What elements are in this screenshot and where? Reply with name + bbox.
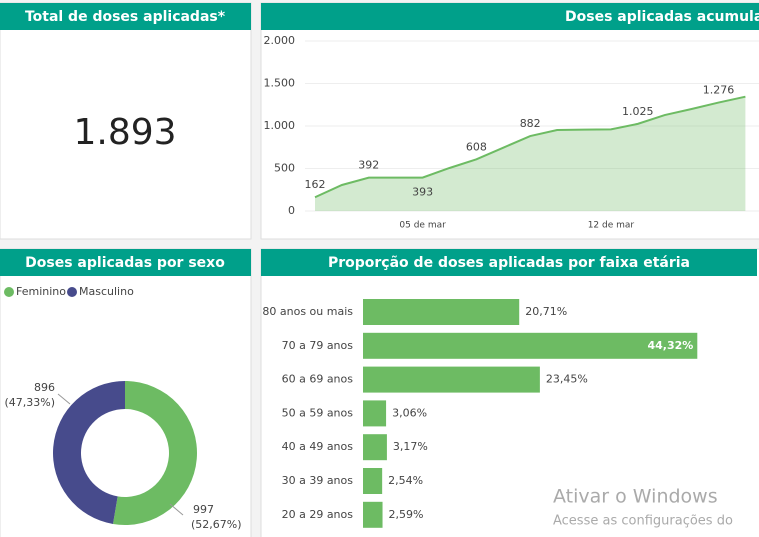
- y-category-label: 80 anos ou mais: [262, 305, 353, 318]
- y-category-label: 40 a 49 anos: [282, 440, 354, 453]
- value-label: 896: [34, 381, 55, 394]
- y-tick-label: 500: [274, 162, 295, 175]
- y-category-label: 30 a 39 anos: [282, 474, 354, 487]
- data-label: 23,45%: [546, 373, 588, 386]
- bar: [363, 332, 698, 359]
- data-label: 44,32%: [647, 339, 693, 352]
- donut-slice: [112, 381, 198, 525]
- watermark-subtitle: Acesse as configurações do: [553, 514, 733, 529]
- data-label: 162: [305, 178, 326, 191]
- percent-label: (52,67%): [191, 518, 242, 531]
- charts: 0 500 1.000 1.500 2.000 05 de mar 12 de mar 162…: [4, 34, 759, 531]
- y-category-label: 20 a 29 anos: [282, 508, 354, 521]
- kpi-header: [0, 3, 251, 30]
- kpi-value: 1.893: [73, 112, 176, 153]
- data-label: 1.276: [703, 84, 735, 97]
- y-category-label: 70 a 79 anos: [282, 339, 354, 352]
- value-label: 997: [193, 503, 214, 516]
- kpi-panel: [0, 2, 252, 240]
- line: [314, 95, 746, 199]
- bar: [363, 400, 387, 427]
- line-title: Doses aplicadas acumuladas: [565, 9, 759, 25]
- bar-panel: [260, 248, 759, 537]
- x-tick-label: 12 de mar: [588, 221, 635, 231]
- area: [315, 96, 746, 211]
- y-tick-label: 1.500: [264, 77, 296, 90]
- y-tick-label: 0: [288, 204, 295, 217]
- bar-chart-title: Proporção de doses aplicadas por faixa e…: [328, 255, 690, 271]
- data-label: 3,17%: [393, 440, 428, 453]
- legend-label: Feminino: [16, 285, 66, 298]
- data-label: 1.025: [622, 105, 654, 118]
- bar: [363, 434, 387, 461]
- leader-line: [57, 393, 71, 405]
- data-label: 392: [358, 159, 379, 172]
- data-label: 882: [520, 117, 541, 130]
- y-tick-label: 1.000: [264, 119, 296, 132]
- donut-header: [0, 249, 251, 276]
- bar: [363, 501, 383, 528]
- legend-swatch: [4, 287, 14, 297]
- bar-header: [261, 249, 757, 276]
- data-label: 3,06%: [392, 406, 427, 419]
- data-label: 2,54%: [388, 474, 423, 487]
- data-label: 2,59%: [389, 508, 424, 521]
- y-category-label: 50 a 59 anos: [282, 406, 354, 419]
- donut-title: Doses aplicadas por sexo: [25, 255, 225, 271]
- x-tick-label: 05 de mar: [399, 221, 446, 231]
- data-label: 393: [412, 186, 433, 199]
- bar: [363, 299, 520, 325]
- legend-swatch: [67, 287, 77, 297]
- legend-label: Masculino: [79, 285, 134, 298]
- y-category-label: 60 a 69 anos: [282, 373, 354, 386]
- line-header: [261, 3, 759, 30]
- line-panel: [260, 2, 759, 240]
- donut-slice: [53, 381, 125, 524]
- leader-line: [169, 503, 184, 516]
- bar: [363, 366, 540, 393]
- watermark-title: Ativar o Windows: [553, 486, 718, 508]
- percent-label: (47,33%): [4, 396, 55, 409]
- bar: [363, 468, 383, 494]
- data-label: 20,71%: [525, 305, 567, 318]
- data-label: 608: [466, 140, 487, 153]
- y-tick-label: 2.000: [264, 34, 296, 47]
- kpi-title: Total de doses aplicadas*: [25, 9, 226, 25]
